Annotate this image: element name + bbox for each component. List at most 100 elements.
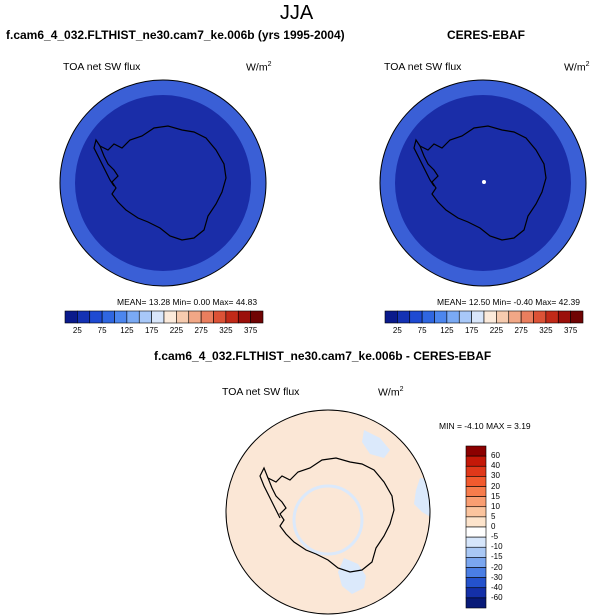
colorbar-cell xyxy=(465,476,487,487)
colorbar-cell xyxy=(237,310,251,324)
panel-1-peninsula-coastline xyxy=(93,138,115,187)
colorbar-cell xyxy=(409,310,423,324)
colorbar-cell xyxy=(250,310,264,324)
colorbar-tick-label: 175 xyxy=(144,326,159,335)
colorbar-cell xyxy=(465,465,487,477)
colorbar-tick-label: 75 xyxy=(97,326,107,335)
colorbar-tick-label: 25 xyxy=(392,326,402,335)
panel-2-pole-point xyxy=(482,180,486,184)
colorbar-cell xyxy=(138,310,152,324)
colorbar-tick-label: 375 xyxy=(563,326,578,335)
colorbar-tick-label: 75 xyxy=(417,326,427,335)
colorbar-cell xyxy=(465,536,487,548)
colorbar-tick-label: 30 xyxy=(491,471,500,481)
colorbar-tick-label: 325 xyxy=(539,326,553,335)
panel-3-map xyxy=(225,409,431,615)
panel-2-stats: MEAN= 12.50 Min= -0.40 Max= 42.39 xyxy=(437,297,580,307)
panel-3-stats: MIN = -4.10 MAX = 3.19 xyxy=(439,421,531,431)
panel-3-units-label: W/m2 xyxy=(378,386,404,399)
colorbar-tick-label: 275 xyxy=(514,326,528,335)
colorbar-cell xyxy=(465,587,487,599)
colorbar-cell xyxy=(465,455,487,467)
colorbar-tick-label: 0 xyxy=(491,522,496,531)
colorbar-tick-label: 175 xyxy=(464,326,479,335)
colorbar-cell xyxy=(508,310,522,324)
colorbar-cell xyxy=(213,310,227,324)
colorbar-cell xyxy=(434,310,448,324)
colorbar-cell xyxy=(89,310,103,324)
colorbar-cell xyxy=(465,486,487,497)
colorbar-cell xyxy=(225,310,239,324)
panel-3-interior-ring xyxy=(292,484,364,556)
colorbar-cell xyxy=(151,310,165,324)
colorbar-tick-label: 10 xyxy=(491,501,500,511)
colorbar-cell xyxy=(64,310,78,324)
colorbar-tick-label: 40 xyxy=(491,461,500,471)
colorbar-tick-label: -15 xyxy=(491,552,503,562)
colorbar-cell xyxy=(465,557,487,568)
panel-2-peninsula-coastline xyxy=(413,138,435,187)
panel-2-colorbar-cells xyxy=(384,310,584,324)
colorbar-cell xyxy=(483,310,497,324)
colorbar-cell xyxy=(496,310,510,324)
colorbar-tick-label: 15 xyxy=(491,491,500,501)
colorbar-cell xyxy=(446,310,460,324)
panel-1-title: f.cam6_4_032.FLTHIST_ne30.cam7_ke.006b (… xyxy=(6,28,345,42)
colorbar-cell xyxy=(465,577,487,589)
colorbar-cell xyxy=(188,310,202,324)
panel-3-colorbar xyxy=(465,445,487,609)
panel-2-map xyxy=(379,79,587,287)
colorbar-tick-label: 225 xyxy=(169,326,184,335)
colorbar-cell xyxy=(465,546,487,558)
colorbar-tick-label: 5 xyxy=(491,511,496,521)
colorbar-cell xyxy=(465,516,487,528)
panel-2-title: CERES-EBAF xyxy=(447,28,526,42)
colorbar-tick-label: -40 xyxy=(491,582,503,592)
colorbar-cell xyxy=(176,310,190,324)
colorbar-cell xyxy=(421,310,435,324)
colorbar-tick-label: 125 xyxy=(120,326,134,335)
colorbar-cell xyxy=(465,496,487,508)
colorbar-cell xyxy=(114,310,128,324)
panel-2-variable-label: TOA net SW flux xyxy=(384,61,462,73)
colorbar-tick-label: 375 xyxy=(243,326,258,335)
colorbar-cell xyxy=(458,310,472,324)
colorbar-tick-label: 225 xyxy=(489,326,504,335)
season-title: JJA xyxy=(279,2,314,24)
panel-1-variable-label: TOA net SW flux xyxy=(63,61,141,73)
colorbar-cell xyxy=(126,310,140,324)
colorbar-cell xyxy=(163,310,177,324)
colorbar-cell xyxy=(384,310,398,324)
colorbar-tick-label: 325 xyxy=(219,326,233,335)
colorbar-cell xyxy=(557,310,571,324)
panel-1-units-label: W/m2 xyxy=(246,61,272,74)
panel-1-map xyxy=(59,79,267,287)
colorbar-cell xyxy=(465,506,487,518)
colorbar-cell xyxy=(465,445,487,457)
colorbar-cell xyxy=(465,567,487,578)
colorbar-cell xyxy=(545,310,559,324)
panel-3-background xyxy=(226,410,430,614)
panel-3-variable-label: TOA net SW flux xyxy=(222,386,300,398)
panel-2-units-label: W/m2 xyxy=(564,61,590,74)
panel-1-colorbar xyxy=(64,310,264,324)
colorbar-tick-label: -20 xyxy=(491,562,503,572)
panel-1-stats: MEAN= 13.28 Min= 0.00 Max= 44.83 xyxy=(117,297,258,307)
colorbar-cell xyxy=(471,310,485,324)
colorbar-tick-label: 125 xyxy=(440,326,454,335)
colorbar-cell xyxy=(397,310,411,324)
colorbar-tick-label: 60 xyxy=(491,451,500,461)
colorbar-tick-label: -10 xyxy=(491,542,503,552)
colorbar-cell xyxy=(570,310,584,324)
colorbar-tick-label: 275 xyxy=(194,326,208,335)
colorbar-tick-label: -5 xyxy=(491,532,499,542)
panel-3-peninsula-coastline xyxy=(259,466,281,519)
panel-3-outline xyxy=(225,409,431,615)
panel-3-title: f.cam6_4_032.FLTHIST_ne30.cam7_ke.006b -… xyxy=(154,349,492,363)
colorbar-tick-label: 20 xyxy=(491,481,500,491)
colorbar-cell xyxy=(465,597,487,609)
colorbar-tick-label: -30 xyxy=(491,572,503,582)
colorbar-tick-label: 25 xyxy=(72,326,82,335)
panel-1-colorbar-cells xyxy=(64,310,264,324)
colorbar-cell xyxy=(77,310,91,324)
